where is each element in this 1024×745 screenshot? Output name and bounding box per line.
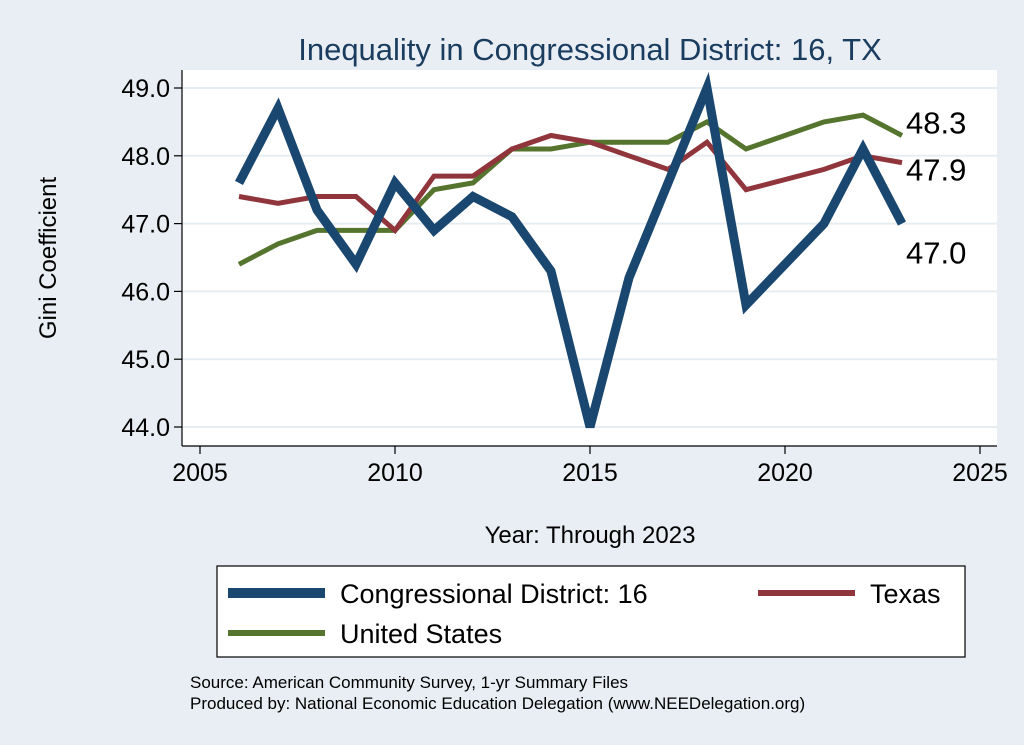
- x-tick-label: 2010: [367, 459, 423, 487]
- source-note: Source: American Community Survey, 1-yr …: [190, 673, 628, 692]
- legend-label: Congressional District: 16: [340, 579, 648, 609]
- legend: [216, 565, 966, 658]
- y-tick-label: 45.0: [121, 346, 170, 374]
- y-tick-label: 46.0: [121, 278, 170, 306]
- x-axis-label: Year: Through 2023: [485, 522, 696, 549]
- gridlines: [182, 87, 997, 428]
- x-tick-label: 2005: [172, 459, 228, 487]
- x-ticks: 2005 2010 2015 2020 2025: [172, 446, 1008, 487]
- y-tick-label: 48.0: [121, 143, 170, 171]
- legend-label: Texas: [870, 579, 941, 609]
- end-value-label: 47.0: [906, 236, 966, 271]
- producer-note: Produced by: National Economic Education…: [190, 694, 805, 713]
- y-tick-label: 49.0: [121, 75, 170, 103]
- y-axis-label: Gini Coefficient: [35, 177, 62, 340]
- legend-items: Congressional District: 16 Texas United St…: [228, 579, 941, 649]
- end-value-label: 48.3: [906, 105, 966, 140]
- chart-title: Inequality in Congressional District: 16…: [298, 32, 882, 67]
- x-tick-label: 2020: [757, 459, 813, 487]
- y-tick-label: 44.0: [121, 414, 170, 442]
- plot-area: [182, 70, 997, 446]
- y-ticks: 44.0 45.0 46.0 47.0 48.0 49.0: [121, 75, 182, 442]
- x-tick-label: 2025: [952, 459, 1008, 487]
- end-labels: 47.0 47.9 48.3: [906, 105, 966, 270]
- series-lines: [235, 72, 906, 429]
- end-value-label: 47.9: [906, 153, 966, 188]
- y-tick-label: 47.0: [121, 211, 170, 239]
- x-tick-label: 2015: [562, 459, 618, 487]
- legend-label: United States: [340, 619, 502, 649]
